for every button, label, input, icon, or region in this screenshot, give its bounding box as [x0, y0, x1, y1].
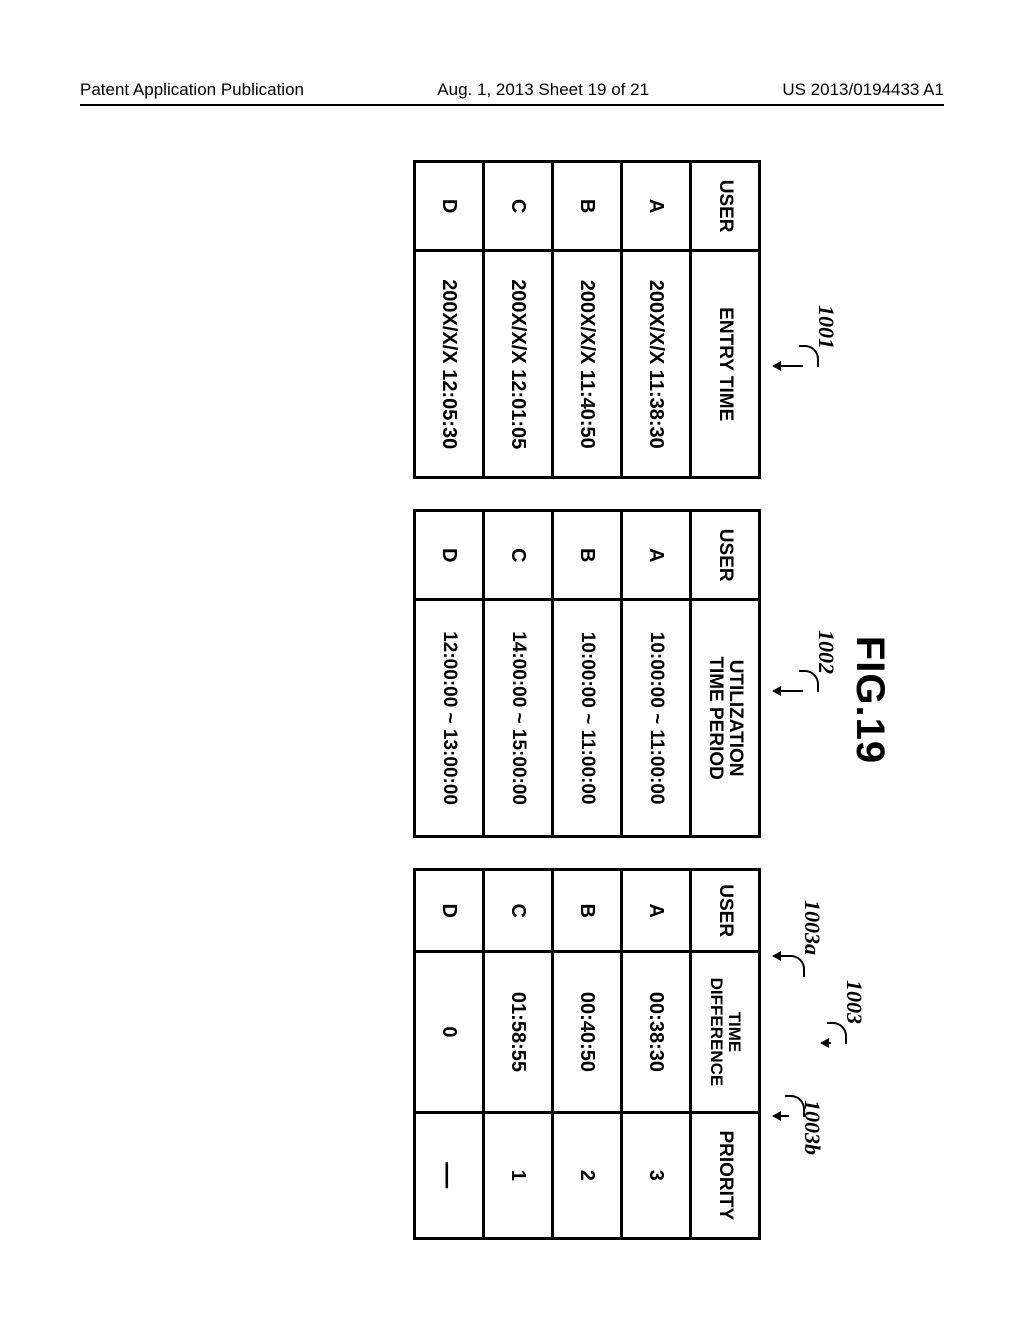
col-header-utilization: UTILIZATIONTIME PERIOD [691, 600, 760, 837]
header-pubnumber: US 2013/0194433 A1 [782, 80, 944, 100]
table-row: D 12:00:00 ~ 13:00:00 [415, 511, 484, 837]
figure-canvas: FIG.19 1001 1002 1003 1003a 1003b [132, 160, 892, 1240]
ref-1001-lead [773, 365, 803, 367]
cell-priority: — [415, 1112, 484, 1238]
cell-entry: 200X/X/X 12:01:05 [484, 251, 553, 478]
col-header-user: USER [691, 162, 760, 251]
cell-user: C [484, 870, 553, 952]
cell-timediff: 00:38:30 [622, 952, 691, 1112]
ref-1003b-lead [773, 1115, 789, 1117]
tables-row: USER ENTRY TIME A 200X/X/X 11:38:30 B 20… [413, 160, 761, 1240]
cell-user: A [622, 511, 691, 600]
cell-entry: 200X/X/X 12:05:30 [415, 251, 484, 478]
cell-timediff: 0 [415, 952, 484, 1112]
cell-user: A [622, 870, 691, 952]
table-row: B 200X/X/X 11:40:50 [553, 162, 622, 478]
cell-timediff: 01:58:55 [484, 952, 553, 1112]
col-header-user: USER [691, 870, 760, 952]
cell-util: 14:00:00 ~ 15:00:00 [484, 600, 553, 837]
ref-1003-lead [821, 1042, 831, 1044]
header-publication: Patent Application Publication [80, 80, 304, 100]
cell-entry: 200X/X/X 11:40:50 [553, 251, 622, 478]
ref-1002-lead [773, 690, 803, 692]
cell-user: C [484, 162, 553, 251]
cell-entry: 200X/X/X 11:38:30 [622, 251, 691, 478]
table-row: A 00:38:30 3 [622, 870, 691, 1239]
cell-priority: 1 [484, 1112, 553, 1238]
cell-util: 12:00:00 ~ 13:00:00 [415, 600, 484, 837]
table-row: USER TIMEDIFFERENCE PRIORITY [691, 870, 760, 1239]
table-row: B 10:00:00 ~ 11:00:00 [553, 511, 622, 837]
ref-1003-arc [827, 1022, 847, 1044]
table-row: A 10:00:00 ~ 11:00:00 [622, 511, 691, 837]
table-row: USER ENTRY TIME [691, 162, 760, 478]
cell-user: A [622, 162, 691, 251]
header-date-sheet: Aug. 1, 2013 Sheet 19 of 21 [437, 80, 649, 100]
cell-user: C [484, 511, 553, 600]
cell-util: 10:00:00 ~ 11:00:00 [622, 600, 691, 837]
table-row: B 00:40:50 2 [553, 870, 622, 1239]
col-header-priority: PRIORITY [691, 1112, 760, 1238]
cell-user: B [553, 870, 622, 952]
table-row: D 0 — [415, 870, 484, 1239]
col-header-user: USER [691, 511, 760, 600]
ref-1003a-lead [773, 955, 789, 957]
table-priority: USER TIMEDIFFERENCE PRIORITY A 00:38:30 … [413, 868, 761, 1240]
cell-user: D [415, 511, 484, 600]
ref-1001: 1001 [813, 305, 839, 349]
cell-priority: 2 [553, 1112, 622, 1238]
table-entry-time: USER ENTRY TIME A 200X/X/X 11:38:30 B 20… [413, 160, 761, 479]
cell-util: 10:00:00 ~ 11:00:00 [553, 600, 622, 837]
reference-labels: 1001 1002 1003 1003a 1003b [767, 160, 837, 1240]
cell-user: B [553, 511, 622, 600]
figure-title: FIG.19 [847, 160, 892, 1240]
table-row: C 14:00:00 ~ 15:00:00 [484, 511, 553, 837]
ref-1002: 1002 [813, 630, 839, 674]
table-row: D 200X/X/X 12:05:30 [415, 162, 484, 478]
ref-1003b-arc [785, 1095, 805, 1117]
cell-user: B [553, 162, 622, 251]
ref-1003a-arc [785, 955, 805, 977]
table-row: C 200X/X/X 12:01:05 [484, 162, 553, 478]
cell-user: D [415, 162, 484, 251]
ref-1003: 1003 [841, 980, 867, 1024]
cell-priority: 3 [622, 1112, 691, 1238]
cell-timediff: 00:40:50 [553, 952, 622, 1112]
col-header-entry-time: ENTRY TIME [691, 251, 760, 478]
table-utilization: USER UTILIZATIONTIME PERIOD A 10:00:00 ~… [413, 509, 761, 838]
ref-1003a: 1003a [799, 900, 825, 955]
cell-user: D [415, 870, 484, 952]
col-header-time-difference: TIMEDIFFERENCE [691, 952, 760, 1112]
page: Patent Application Publication Aug. 1, 2… [0, 0, 1024, 1320]
table-row: C 01:58:55 1 [484, 870, 553, 1239]
table-row: A 200X/X/X 11:38:30 [622, 162, 691, 478]
table-row: USER UTILIZATIONTIME PERIOD [691, 511, 760, 837]
page-header: Patent Application Publication Aug. 1, 2… [80, 80, 944, 106]
